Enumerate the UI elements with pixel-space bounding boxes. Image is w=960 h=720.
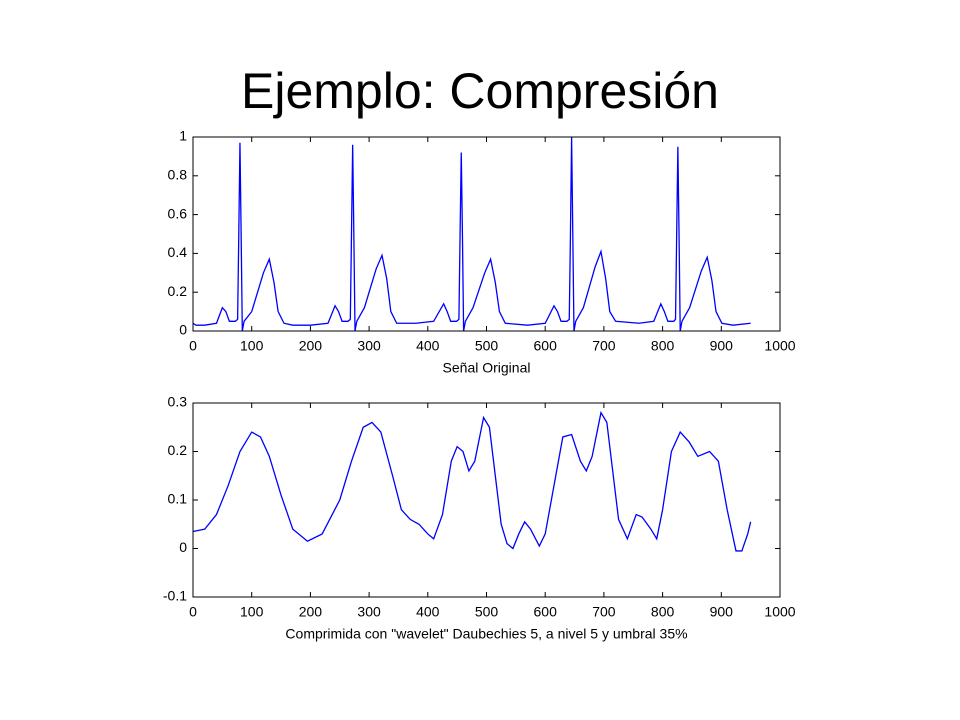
y-tick-label: 0.4 xyxy=(168,244,188,260)
x-tick-label: 300 xyxy=(357,604,381,620)
plot-area xyxy=(193,137,780,331)
x-tick-label: 100 xyxy=(240,604,264,620)
x-tick-label: 400 xyxy=(416,338,440,354)
x-tick-label: 700 xyxy=(592,604,616,620)
y-tick-label: 0 xyxy=(179,539,187,555)
x-tick-label: 400 xyxy=(416,604,440,620)
y-tick-label: 0.3 xyxy=(168,394,188,410)
x-tick-label: 1000 xyxy=(764,604,795,620)
x-tick-label: 500 xyxy=(475,338,499,354)
y-tick-label: -0.1 xyxy=(163,588,187,604)
y-tick-label: 0.2 xyxy=(168,283,188,299)
y-tick-label: 1 xyxy=(179,128,187,144)
x-tick-label: 600 xyxy=(534,338,558,354)
x-tick-label: 300 xyxy=(357,338,381,354)
x-tick-label: 700 xyxy=(592,338,616,354)
x-tick-label: 500 xyxy=(475,604,499,620)
x-tick-label: 0 xyxy=(189,338,197,354)
slide-title: Ejemplo: Compresión xyxy=(241,63,719,119)
x-tick-label: 900 xyxy=(710,604,734,620)
x-tick-label: 200 xyxy=(299,604,323,620)
x-axis-label: Comprimida con "wavelet" Daubechies 5, a… xyxy=(285,626,687,642)
y-tick-label: 0.6 xyxy=(168,205,188,221)
plot-area xyxy=(193,403,780,597)
signal-line xyxy=(192,136,751,332)
x-tick-label: 900 xyxy=(710,338,734,354)
x-tick-label: 800 xyxy=(651,604,675,620)
y-tick-label: 0 xyxy=(179,322,187,338)
y-tick-label: 0.8 xyxy=(168,167,188,183)
y-tick-label: 0.1 xyxy=(168,491,188,507)
x-tick-label: 100 xyxy=(240,338,264,354)
x-axis-label: Señal Original xyxy=(443,360,531,376)
x-tick-label: 600 xyxy=(534,604,558,620)
x-tick-label: 200 xyxy=(299,338,323,354)
x-tick-label: 0 xyxy=(189,604,197,620)
x-tick-label: 1000 xyxy=(764,338,795,354)
signal-line xyxy=(192,410,752,552)
x-tick-label: 800 xyxy=(651,338,675,354)
y-tick-label: 0.2 xyxy=(168,442,188,458)
